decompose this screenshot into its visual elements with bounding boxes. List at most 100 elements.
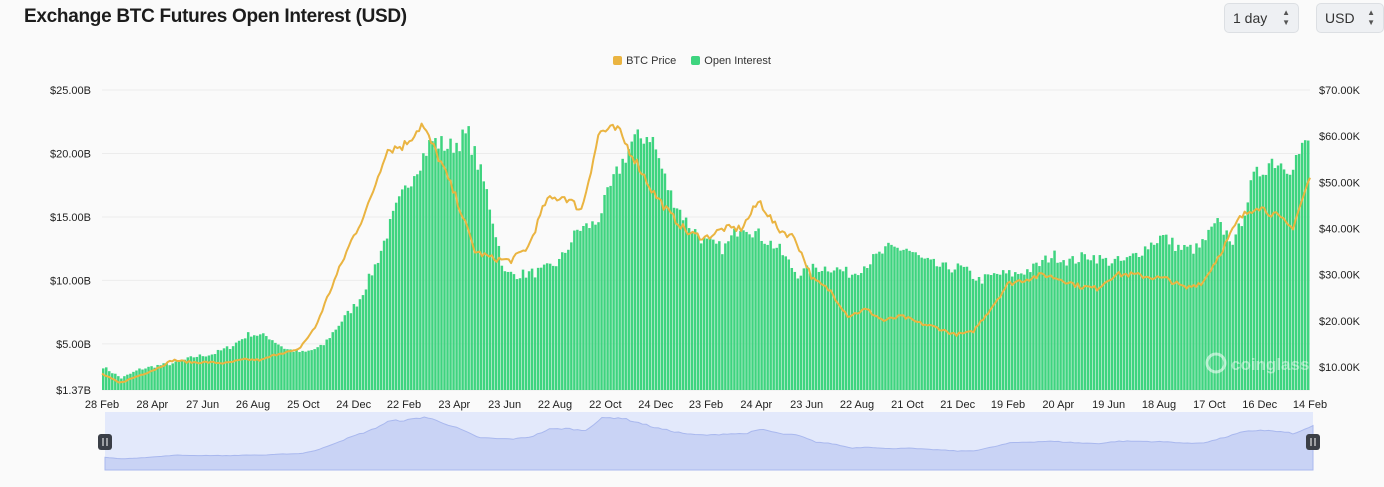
open-interest-bar [699,243,703,390]
open-interest-bar [847,277,851,390]
open-interest-bar [1168,244,1171,390]
open-interest-bar [337,325,341,390]
open-interest-bar [1246,202,1250,390]
open-interest-bar [727,241,730,390]
open-interest-bar [201,356,205,390]
open-interest-bar [760,240,763,390]
open-interest-bar [1095,263,1099,390]
open-interest-bar [216,349,220,390]
open-interest-bar [872,254,875,390]
open-interest-bar [932,258,935,390]
open-interest-bar [144,368,147,390]
open-interest-bar [410,186,413,390]
open-interest-bar [533,277,537,390]
open-interest-bar [1089,260,1093,390]
legend-item-btc-price[interactable]: BTC Price [613,55,676,67]
open-interest-bar [1234,234,1237,390]
open-interest-bar [763,243,766,390]
open-interest-bar [280,346,283,390]
open-interest-bar [407,187,410,390]
open-interest-bar [911,252,914,390]
open-interest-bar [331,332,334,390]
currency-select[interactable]: USD ▲ ▼ [1316,3,1384,33]
open-interest-bar [1201,239,1204,390]
open-interest-bar [286,349,289,390]
open-interest-bar [684,217,688,390]
open-interest-bar [346,310,350,390]
open-interest-bar [1038,266,1041,390]
open-interest-bar [1110,263,1114,390]
open-interest-bar [736,236,739,390]
open-interest-bar [938,266,942,390]
open-interest-bar [1086,259,1089,390]
open-interest-bar [778,243,781,390]
open-interest-bar [1059,262,1062,390]
open-interest-bar [1225,230,1228,390]
open-interest-bar [793,271,797,390]
open-interest-bar [1195,243,1198,390]
chart-legend: BTC Price Open Interest [0,55,1384,67]
open-interest-bar [295,349,298,390]
open-interest-bar [452,152,455,390]
open-interest-bar [594,224,597,390]
open-interest-bar [751,237,754,390]
open-interest-bar [832,270,836,390]
interval-select[interactable]: 1 day ▲ ▼ [1224,3,1299,33]
open-interest-bar [748,234,751,390]
open-interest-bar [863,266,866,390]
open-interest-bar [881,253,884,390]
navigator-handle-right[interactable] [1306,434,1320,450]
open-interest-bar [564,252,567,390]
open-interest-bar [1104,257,1108,390]
coinglass-logo-icon [1205,352,1227,374]
open-interest-bar [1267,163,1271,390]
x-tick-label: 23 Jun [488,399,521,411]
x-tick-label: 20 Apr [1042,399,1074,411]
open-interest-bar [518,278,522,390]
open-interest-bar [370,275,374,390]
open-interest-bar [271,340,274,390]
open-interest-bar [219,350,223,390]
open-interest-bar [1014,272,1017,390]
open-interest-bar [835,267,839,390]
y-axis-left: $1.37B $5.00B $10.00B $15.00B $20.00B $25.00B [50,85,91,397]
open-interest-bar [1282,169,1286,390]
legend-item-open-interest[interactable]: Open Interest [691,55,771,67]
open-interest-bar [367,273,371,390]
open-interest-bar [1198,247,1201,390]
currency-select-value: USD [1325,10,1355,26]
open-interest-bar [1213,223,1216,390]
open-interest-bar [730,235,733,390]
open-interest-bar [875,253,878,390]
open-interest-bar [570,242,573,390]
open-interest-bar [277,344,280,390]
open-interest-bar [268,339,271,390]
open-interest-bar [123,376,126,390]
open-interest-bar [1291,169,1295,390]
open-interest-bar [171,363,174,390]
open-interest-bar [364,289,368,390]
open-interest-bar [174,361,177,390]
open-interest-bar [802,268,806,390]
open-interest-bar [1071,256,1074,390]
open-interest-bar [527,271,531,390]
open-interest-bar [210,354,214,390]
open-interest-bar [322,345,325,390]
open-interest-bar [1165,234,1168,390]
open-interest-bar [467,126,470,391]
open-interest-bar [826,271,830,390]
x-tick-label: 26 Aug [236,399,270,411]
open-interest-bar [1240,226,1244,390]
open-interest-bar [772,248,775,390]
navigator-handle-left[interactable] [98,434,112,450]
open-interest-bar [588,228,591,390]
open-interest-bar [404,185,407,390]
open-interest-bar [844,266,848,390]
open-interest-bar [256,335,259,390]
open-interest-bar [1077,262,1080,390]
open-interest-bar [687,228,691,390]
range-navigator[interactable] [98,412,1320,471]
open-interest-bar [165,363,168,390]
open-interest-bar [482,181,485,390]
